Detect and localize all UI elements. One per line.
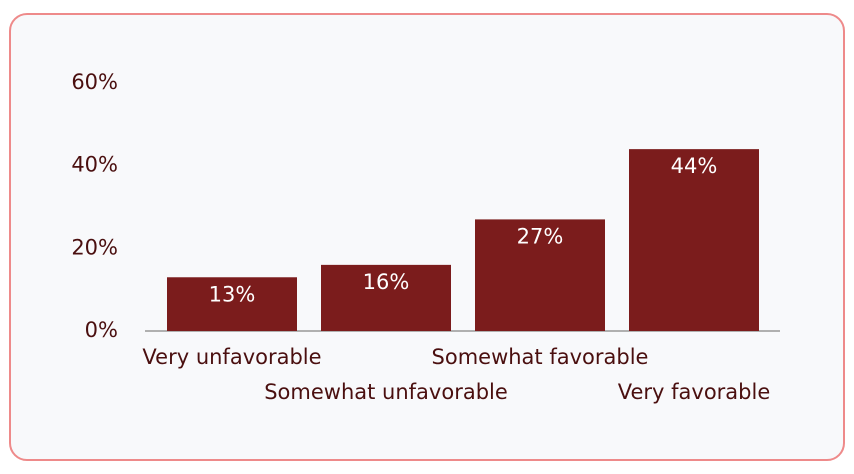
x-tick-label: Somewhat favorable (432, 345, 649, 369)
x-tick-label: Somewhat unfavorable (264, 380, 508, 404)
value-label: 16% (363, 270, 410, 294)
value-label: 27% (517, 224, 564, 248)
bar (629, 149, 759, 331)
y-tick-label: 60% (71, 70, 118, 94)
value-label: 44% (671, 154, 718, 178)
bar (475, 219, 605, 331)
y-tick-label: 40% (71, 153, 118, 177)
y-tick-label: 20% (71, 235, 118, 259)
bar (321, 264, 451, 331)
bar (167, 277, 297, 331)
x-tick-label: Very unfavorable (142, 345, 321, 369)
y-tick-label: 0% (85, 318, 118, 342)
value-label: 13% (209, 282, 256, 306)
x-tick-label: Very favorable (618, 380, 771, 404)
